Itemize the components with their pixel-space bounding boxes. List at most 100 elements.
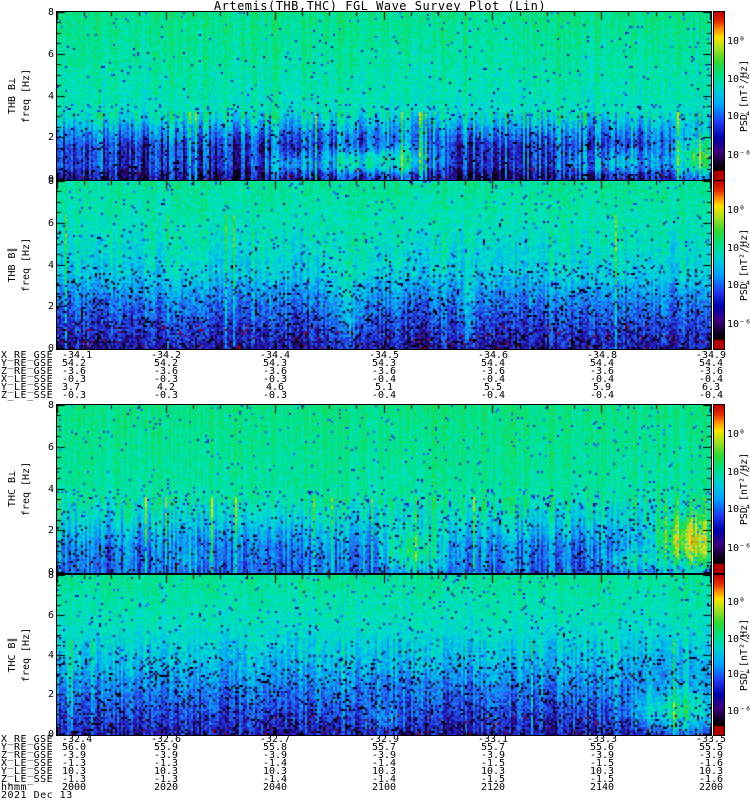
ephemeris-value: -0.3 (262, 374, 288, 385)
spectrogram-canvas-2 (57, 405, 711, 573)
ephemeris-value: -33.5 (695, 734, 727, 745)
ephemeris-value: 55.8 (262, 742, 288, 753)
ephemeris-value: 10.3 (262, 766, 288, 777)
ephemeris-value: -0.4 (698, 374, 724, 385)
ephemeris-value: 55.6 (589, 742, 615, 753)
ephemeris-value: 2200 (698, 782, 724, 793)
ephemeris-value: 56.0 (62, 742, 87, 753)
ephemeris-value: -3.6 (371, 366, 397, 377)
ytick-label: 4 (47, 90, 54, 102)
ephemeris-row-label: Y_RE_GSE (1, 742, 54, 753)
ephemeris-value: -3.9 (153, 750, 179, 761)
ytick-label: 8 (47, 570, 54, 581)
ephemeris-value: 6.3 (701, 382, 721, 393)
ytick-label: 2 (47, 301, 54, 313)
ephemeris-value: -0.4 (371, 374, 397, 385)
ephemeris-row-label: Z_LE_SSE (1, 774, 54, 785)
ephemeris-value: -32.9 (368, 734, 400, 745)
ephemeris-value: -32.7 (259, 734, 291, 745)
colorbar-title-2: PSD [nT²/Hz] (739, 452, 750, 526)
ephemeris-value: -0.4 (480, 390, 506, 401)
ephemeris-row-label: Y_LE_SSE (1, 766, 54, 777)
ephemeris-value: -3.9 (698, 750, 724, 761)
ytick-label: 6 (47, 217, 54, 229)
ephemeris-value: -34.8 (586, 350, 618, 361)
ephemeris-value: -0.4 (371, 390, 397, 401)
ephemeris-value: 54.4 (589, 358, 615, 369)
ephemeris-value: -3.6 (589, 366, 615, 377)
ephemeris-value: 5.1 (374, 382, 394, 393)
ephemeris-row-label: Z_RE_GSE (1, 366, 54, 377)
ephemeris-value: -1.4 (371, 774, 397, 785)
ephemeris-value: 55.7 (371, 742, 397, 753)
ephemeris-value: -34.1 (62, 350, 93, 361)
colorbar-tick-label: 10⁻² (727, 634, 750, 645)
ephemeris-value: 3.7 (62, 382, 81, 393)
ephemeris-value: 54.3 (371, 358, 397, 369)
ephemeris-row-label: Y_RE_GSE (1, 358, 54, 369)
ephemeris-row-label: Z_RE_GSE (1, 750, 54, 761)
colorbar-tick-label: 10⁻⁶ (727, 318, 750, 330)
ephemeris-value: -1.5 (480, 774, 506, 785)
ephemeris-value: 5.9 (592, 382, 612, 393)
ephemeris-row-label: Z_LE_SSE (1, 390, 54, 401)
ephemeris-value: 54.2 (62, 358, 87, 369)
colorbar-0 (713, 11, 725, 181)
ephemeris-value: -3.6 (262, 366, 288, 377)
ephemeris-value: 54.3 (262, 358, 288, 369)
ephemeris-value: 4.6 (265, 382, 285, 393)
ephemeris-value: 54.4 (698, 358, 724, 369)
panel-label-1: THB B∥ (7, 247, 18, 283)
ephemeris-value: -1.5 (480, 758, 506, 769)
ephemeris-value: 4.2 (156, 382, 176, 393)
ytick-label: 2 (47, 525, 54, 537)
ephemeris-value: 55.5 (698, 742, 724, 753)
ytick-label: 6 (47, 48, 54, 60)
ytick-label: 6 (47, 441, 54, 453)
ephemeris-value: 10.3 (698, 766, 724, 777)
ephemeris-value: -1.4 (262, 774, 288, 785)
ephemeris-value: 2040 (262, 782, 288, 793)
spectrogram-panel-3 (56, 574, 712, 736)
spectrogram-canvas-0 (57, 12, 711, 180)
panel-ylabel-0: freq [Hz] (21, 68, 32, 124)
ytick-label: 0 (47, 343, 54, 354)
ytick-label: 8 (47, 400, 54, 411)
ephemeris-value: 2140 (589, 782, 615, 793)
panel-label-3: THC B∥ (7, 637, 18, 673)
ephemeris-value: -3.9 (371, 750, 397, 761)
ephemeris-value: -33.3 (586, 734, 618, 745)
ephemeris-value: -1.5 (589, 774, 615, 785)
ephemeris-row-label: X_RE_GSE (1, 350, 54, 361)
spectrogram-panel-1 (56, 180, 712, 350)
colorbar-2 (713, 404, 725, 574)
ephemeris-value: -3.6 (62, 366, 87, 377)
ephemeris-value: -0.3 (153, 390, 179, 401)
ytick-label: 0 (47, 174, 54, 185)
colorbar-tick-label: 10⁻² (727, 467, 750, 479)
panel-label-0: THB B⊥ (7, 77, 18, 115)
colorbar-title-1: PSD [nT²/Hz] (739, 228, 750, 302)
ephemeris-value: -34.5 (368, 350, 400, 361)
colorbar-tick-label: 10⁰ (727, 597, 746, 609)
ephemeris-row-label: X_LE_SSE (1, 374, 54, 385)
ytick-label: 8 (47, 7, 54, 18)
panel-ylabel-1: freq [Hz] (21, 237, 32, 293)
ephemeris-value: 2020 (153, 782, 179, 793)
ephemeris-value: 10.3 (153, 766, 179, 777)
ephemeris-value: -1.5 (589, 758, 615, 769)
ephemeris-value: 2000 (62, 782, 87, 793)
ephemeris-value: -0.3 (153, 374, 179, 385)
ephemeris-value: -1.3 (62, 758, 87, 769)
colorbar-tick-label: 10⁻⁴ (727, 111, 750, 123)
colorbar-tick-label: 10⁻² (727, 74, 750, 86)
ephemeris-value: 10.3 (62, 766, 87, 777)
ephemeris-value: -1.3 (153, 758, 179, 769)
date-label: 2021 Dec 13 (1, 790, 73, 800)
ytick-label: 6 (47, 609, 54, 621)
colorbar-title-3: PSD [nT²/Hz] (739, 618, 750, 692)
colorbar-title-0: PSD [nT²/Hz] (739, 59, 750, 133)
ytick-label: 4 (47, 649, 54, 661)
ephemeris-value: -0.4 (589, 374, 615, 385)
ephemeris-row-label: X_RE_GSE (1, 734, 54, 745)
